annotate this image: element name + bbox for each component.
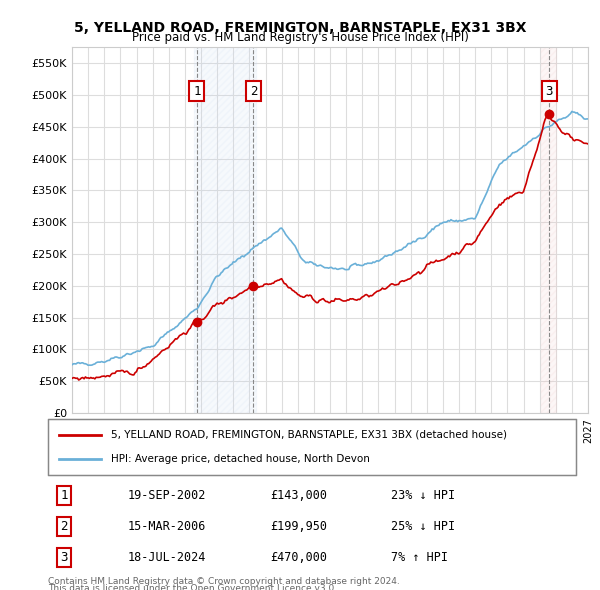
Text: Price paid vs. HM Land Registry's House Price Index (HPI): Price paid vs. HM Land Registry's House …	[131, 31, 469, 44]
Text: 23% ↓ HPI: 23% ↓ HPI	[391, 489, 455, 502]
Text: 3: 3	[60, 551, 68, 564]
Text: £143,000: £143,000	[270, 489, 327, 502]
Text: 18-JUL-2024: 18-JUL-2024	[127, 551, 206, 564]
Text: 25% ↓ HPI: 25% ↓ HPI	[391, 520, 455, 533]
Text: 1: 1	[60, 489, 68, 502]
Text: 2: 2	[60, 520, 68, 533]
Text: This data is licensed under the Open Government Licence v3.0.: This data is licensed under the Open Gov…	[48, 584, 337, 590]
Text: 2: 2	[250, 84, 257, 97]
Text: 5, YELLAND ROAD, FREMINGTON, BARNSTAPLE, EX31 3BX (detached house): 5, YELLAND ROAD, FREMINGTON, BARNSTAPLE,…	[112, 430, 508, 440]
Text: HPI: Average price, detached house, North Devon: HPI: Average price, detached house, Nort…	[112, 454, 370, 464]
Text: 19-SEP-2002: 19-SEP-2002	[127, 489, 206, 502]
Text: 5, YELLAND ROAD, FREMINGTON, BARNSTAPLE, EX31 3BX: 5, YELLAND ROAD, FREMINGTON, BARNSTAPLE,…	[74, 21, 526, 35]
Text: 15-MAR-2006: 15-MAR-2006	[127, 520, 206, 533]
Text: 7% ↑ HPI: 7% ↑ HPI	[391, 551, 448, 564]
Text: £470,000: £470,000	[270, 551, 327, 564]
Text: £199,950: £199,950	[270, 520, 327, 533]
Text: 1: 1	[193, 84, 201, 97]
Bar	[541, 47, 557, 413]
Bar	[194, 47, 257, 413]
Text: 3: 3	[545, 84, 553, 97]
Text: Contains HM Land Registry data © Crown copyright and database right 2024.: Contains HM Land Registry data © Crown c…	[48, 577, 400, 586]
